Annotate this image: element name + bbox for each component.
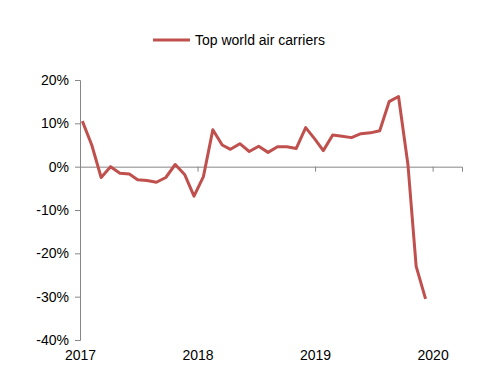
y-axis: -40% -30% -20% -10% 0% 10% 20%: [36, 72, 80, 348]
lines: [82, 96, 425, 298]
y-tick: -10%: [36, 202, 80, 218]
x-tick-label: 2017: [65, 347, 96, 363]
y-tick-label: -20%: [36, 245, 69, 261]
y-tick-mark: [75, 340, 80, 341]
y-axis-line: [75, 81, 81, 341]
x-tick-label: 2019: [300, 347, 331, 363]
y-tick-label: -10%: [36, 202, 69, 218]
legend-swatch: [153, 39, 190, 42]
y-tick-label: 20%: [41, 72, 69, 88]
y-tick: 10%: [41, 115, 80, 131]
x-axis: 2017 2018 2019 2020: [65, 167, 463, 363]
chart: -40% -30% -20% -10% 0% 10% 20% 2017 2018 2019 2020…: [0, 0, 487, 389]
x-tick-label: 2020: [418, 347, 449, 363]
y-tick-label: 10%: [41, 115, 69, 131]
x-tick-mark: [80, 167, 81, 172]
x-tick-mark: [198, 167, 199, 172]
x-axis-line: [81, 167, 463, 172]
legend-label: Top world air carriers: [195, 32, 325, 48]
y-tick-mark: [75, 210, 80, 211]
y-tick: -40%: [36, 332, 80, 348]
y-tick: 0%: [49, 159, 80, 175]
y-tick-mark: [75, 123, 80, 124]
y-tick: -30%: [36, 289, 80, 305]
plot: -40% -30% -20% -10% 0% 10% 20% 2017 2018 2019 2020: [36, 72, 462, 363]
y-tick-label: -40%: [36, 332, 69, 348]
series-line: [82, 96, 425, 298]
x-tick-mark: [315, 167, 316, 172]
y-tick-mark: [75, 253, 80, 254]
legend: Top world air carriers: [153, 32, 325, 48]
x-tick: 2019: [300, 167, 331, 363]
y-tick-mark: [75, 297, 80, 298]
x-tick: 2018: [182, 167, 213, 363]
y-tick-mark: [75, 80, 80, 81]
x-tick: 2020: [418, 167, 449, 363]
y-tick-mark: [75, 167, 80, 168]
y-tick: -20%: [36, 245, 80, 261]
y-tick-label: -30%: [36, 289, 69, 305]
y-tick-label: 0%: [49, 159, 69, 175]
x-tick: 2017: [65, 167, 96, 363]
x-tick-label: 2018: [182, 347, 213, 363]
y-tick: 20%: [41, 72, 80, 88]
x-tick-mark: [433, 167, 434, 172]
